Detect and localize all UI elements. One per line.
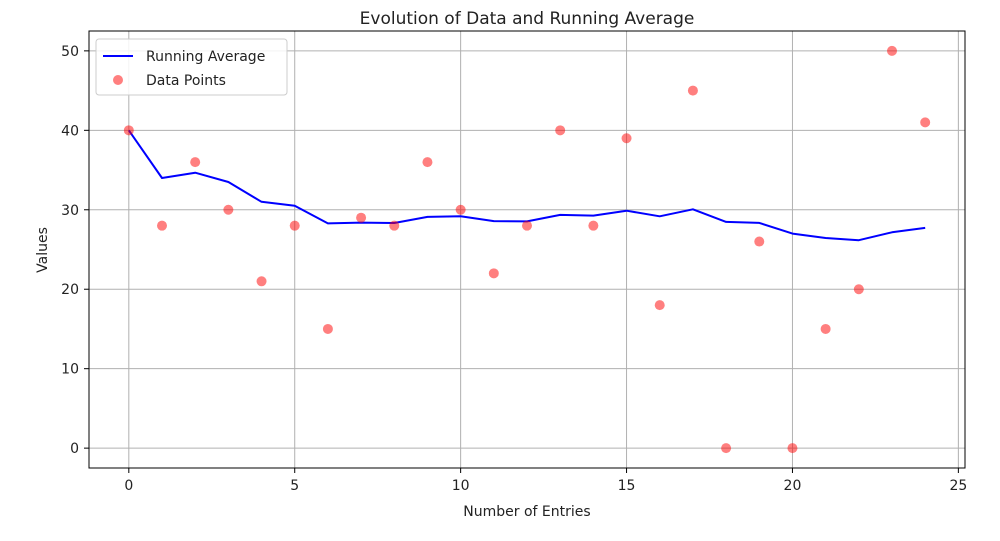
legend-swatch-data-points [113, 75, 123, 85]
data-point [555, 125, 566, 136]
x-tick-label: 15 [618, 478, 636, 494]
series-layer [123, 45, 931, 454]
y-tick-label: 50 [61, 44, 79, 60]
data-point [654, 300, 665, 311]
data-point [721, 443, 732, 454]
data-point [488, 268, 499, 279]
chart-title: Evolution of Data and Running Average [360, 9, 695, 29]
data-point [887, 45, 897, 56]
data-point [687, 85, 698, 96]
data-point [389, 220, 400, 231]
x-axis-label: Number of Entries [463, 504, 590, 520]
data-point [820, 323, 831, 334]
data-point [123, 125, 134, 136]
legend-label-data-points: Data Points [146, 73, 226, 89]
data-point [422, 157, 433, 168]
legend-label-running-average: Running Average [146, 49, 265, 65]
y-tick-label: 0 [70, 441, 79, 457]
data-point [853, 284, 864, 295]
y-tick-label: 10 [61, 362, 79, 378]
data-point [455, 204, 466, 215]
legend-box [95, 38, 288, 96]
y-tick-label: 20 [61, 282, 79, 298]
data-point [157, 220, 167, 231]
data-point [588, 220, 599, 231]
data-point [920, 117, 931, 128]
grid [89, 31, 965, 468]
data-point [289, 220, 300, 231]
ticks: 0 5 10 15 20 25 0 10 20 30 40 50 [61, 44, 967, 494]
plot-frame [88, 30, 966, 469]
legend: Running Average Data Points [95, 38, 288, 96]
data-point [356, 212, 367, 223]
x-tick-label: 10 [452, 478, 470, 494]
x-tick-label: 0 [124, 478, 133, 494]
data-point [787, 443, 798, 454]
data-point [322, 323, 333, 334]
data-point [621, 133, 632, 144]
y-axis-label: Values [35, 227, 51, 273]
x-tick-label: 5 [290, 478, 299, 494]
x-tick-label: 25 [949, 478, 967, 494]
y-tick-label: 40 [61, 123, 79, 139]
data-point [256, 276, 267, 287]
y-tick-label: 30 [61, 203, 79, 219]
data-point [190, 157, 201, 168]
x-tick-label: 20 [784, 478, 802, 494]
data-point [754, 236, 765, 247]
data-point [522, 220, 532, 231]
data-point [223, 204, 234, 215]
